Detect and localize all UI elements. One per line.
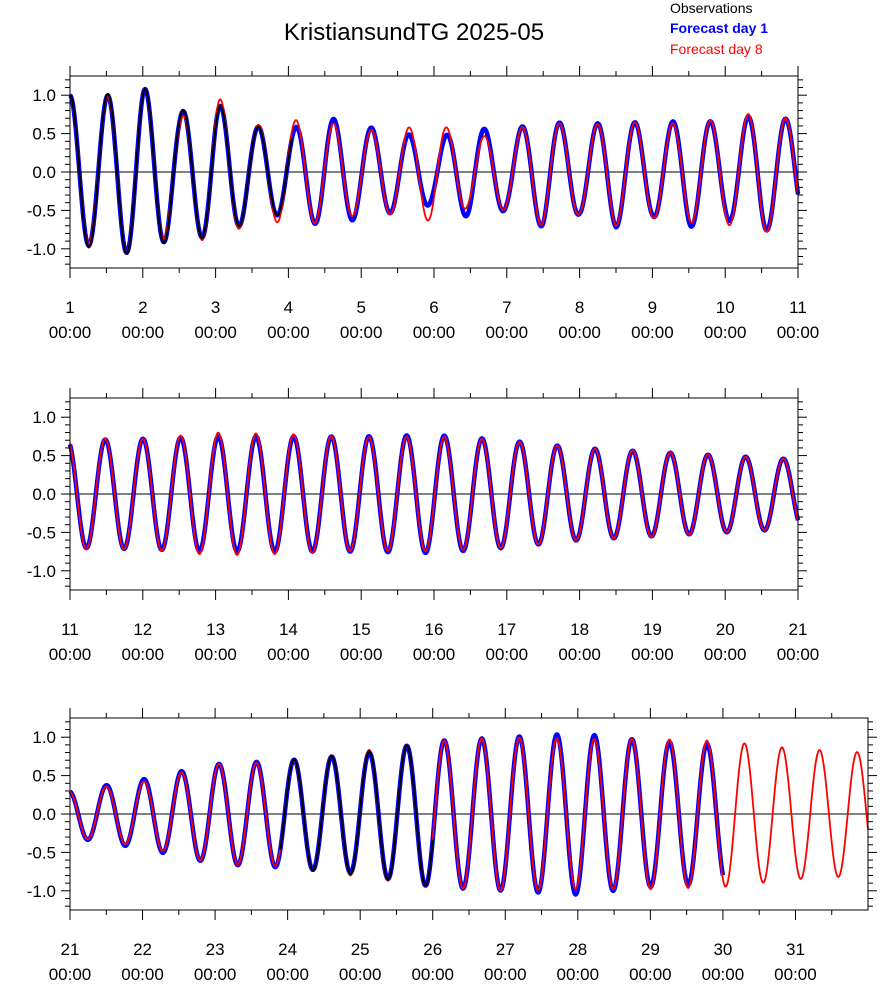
y-tick-label: 1.0 (32, 86, 56, 105)
legend-observations: Observations (670, 0, 752, 16)
x-tick-label-day: 27 (496, 940, 515, 959)
x-tick-label-day: 30 (713, 940, 732, 959)
x-tick-label-time: 00:00 (49, 965, 92, 984)
x-tick-label-day: 29 (641, 940, 660, 959)
x-tick-label-day: 21 (61, 940, 80, 959)
x-tick-label-day: 24 (278, 940, 297, 959)
x-tick-label-day: 22 (133, 940, 152, 959)
x-tick-label-day: 1 (65, 298, 74, 317)
chart-title: KristiansundTG 2025-05 (284, 19, 544, 46)
x-tick-label-day: 16 (425, 620, 444, 639)
x-tick-label-day: 11 (789, 298, 807, 317)
y-tick-label: -0.5 (27, 201, 56, 220)
panels: -1.0 -0.5 0.0 0.5 1.0 1 00:00 2 00:00 3 00:00 4 00:0… (27, 66, 877, 984)
x-tick-label-time: 00:00 (266, 965, 309, 984)
x-tick-label-time: 00:00 (631, 645, 674, 664)
x-tick-label-time: 00:00 (194, 645, 237, 664)
x-tick-label-day: 19 (643, 620, 662, 639)
x-tick-label-time: 00:00 (122, 323, 165, 342)
x-tick-label-time: 00:00 (486, 323, 529, 342)
panel-1: -1.0 -0.5 0.0 0.5 1.0 1 00:00 2 00:00 3 00:00 4 00:0… (27, 66, 820, 342)
x-tick-label-time: 00:00 (413, 323, 456, 342)
x-tick-label-time: 00:00 (267, 323, 310, 342)
x-tick-label-time: 00:00 (631, 323, 674, 342)
x-tick-label-day: 12 (133, 620, 152, 639)
x-tick-label-day: 9 (648, 298, 657, 317)
y-tick-label: -1.0 (27, 240, 56, 259)
x-tick-label-day: 17 (497, 620, 516, 639)
x-tick-label-time: 00:00 (49, 645, 92, 664)
x-tick-label-time: 00:00 (484, 965, 527, 984)
x-tick-label-day: 23 (206, 940, 225, 959)
x-tick-label-day: 26 (423, 940, 442, 959)
y-tick-label: 1.0 (32, 728, 56, 747)
x-tick-label-day: 6 (429, 298, 438, 317)
y-tick-label: -1.0 (27, 882, 56, 901)
x-tick-label-day: 11 (61, 620, 79, 639)
x-tick-label-time: 00:00 (194, 323, 237, 342)
legend: Observations Forecast day 1 Forecast day… (670, 0, 768, 57)
y-tick-label: -0.5 (27, 523, 56, 542)
series-line-observations (69, 88, 294, 255)
x-tick-label-day: 13 (206, 620, 225, 639)
x-tick-label-day: 21 (789, 620, 808, 639)
y-tick-label: 0.5 (32, 447, 56, 466)
x-tick-label-time: 00:00 (704, 645, 747, 664)
y-tick-label: 0.0 (32, 485, 56, 504)
legend-forecast-day-1: Forecast day 1 (670, 20, 768, 36)
x-tick-label-day: 7 (502, 298, 511, 317)
y-tick-label: -1.0 (27, 562, 56, 581)
x-tick-label-time: 00:00 (558, 645, 601, 664)
x-tick-label-time: 00:00 (774, 965, 817, 984)
panel-3: -1.0 -0.5 0.0 0.5 1.0 21 00:00 22 00:00 23 00:00 24… (27, 708, 877, 984)
x-tick-label-day: 15 (352, 620, 371, 639)
legend-forecast-day-8: Forecast day 8 (670, 41, 763, 57)
x-tick-label-day: 3 (211, 298, 220, 317)
x-tick-label-time: 00:00 (629, 965, 672, 984)
x-tick-label-day: 28 (568, 940, 587, 959)
series-line-forecast-day-8 (69, 431, 799, 556)
x-tick-label-time: 00:00 (122, 645, 165, 664)
x-tick-label-time: 00:00 (557, 965, 600, 984)
x-tick-label-day: 18 (570, 620, 589, 639)
x-tick-label-time: 00:00 (704, 323, 747, 342)
x-tick-label-time: 00:00 (267, 645, 310, 664)
y-tick-label: 1.0 (32, 408, 56, 427)
x-tick-label-day: 5 (356, 298, 365, 317)
x-tick-label-time: 00:00 (486, 645, 529, 664)
x-tick-label-time: 00:00 (777, 323, 820, 342)
x-tick-label-day: 10 (716, 298, 735, 317)
y-tick-label: 0.0 (32, 163, 56, 182)
x-tick-label-time: 00:00 (702, 965, 745, 984)
panel-2: -1.0 -0.5 0.0 0.5 1.0 11 00:00 12 00:00 13 00:00 14… (27, 388, 820, 664)
x-tick-label-day: 8 (575, 298, 584, 317)
series-line-observations (279, 744, 434, 887)
x-tick-label-time: 00:00 (777, 645, 820, 664)
y-tick-label: 0.5 (32, 767, 56, 786)
x-tick-label-time: 00:00 (49, 323, 92, 342)
x-tick-label-time: 00:00 (340, 645, 383, 664)
x-tick-label-time: 00:00 (413, 645, 456, 664)
series-line-forecast-day-1 (68, 86, 801, 255)
x-tick-label-time: 00:00 (558, 323, 601, 342)
y-tick-label: -0.5 (27, 843, 56, 862)
x-tick-label-time: 00:00 (121, 965, 164, 984)
x-tick-label-day: 14 (279, 620, 298, 639)
x-tick-label-time: 00:00 (411, 965, 454, 984)
x-tick-label-day: 4 (284, 298, 293, 317)
series-line-forecast-day-8 (69, 736, 869, 892)
y-tick-label: 0.0 (32, 805, 56, 824)
x-tick-label-time: 00:00 (194, 965, 237, 984)
x-tick-label-day: 2 (138, 298, 147, 317)
y-tick-label: 0.5 (32, 125, 56, 144)
x-tick-label-time: 00:00 (339, 965, 382, 984)
x-tick-label-time: 00:00 (340, 323, 383, 342)
x-tick-label-day: 25 (351, 940, 370, 959)
x-tick-label-day: 20 (716, 620, 735, 639)
x-tick-label-day: 31 (786, 940, 805, 959)
